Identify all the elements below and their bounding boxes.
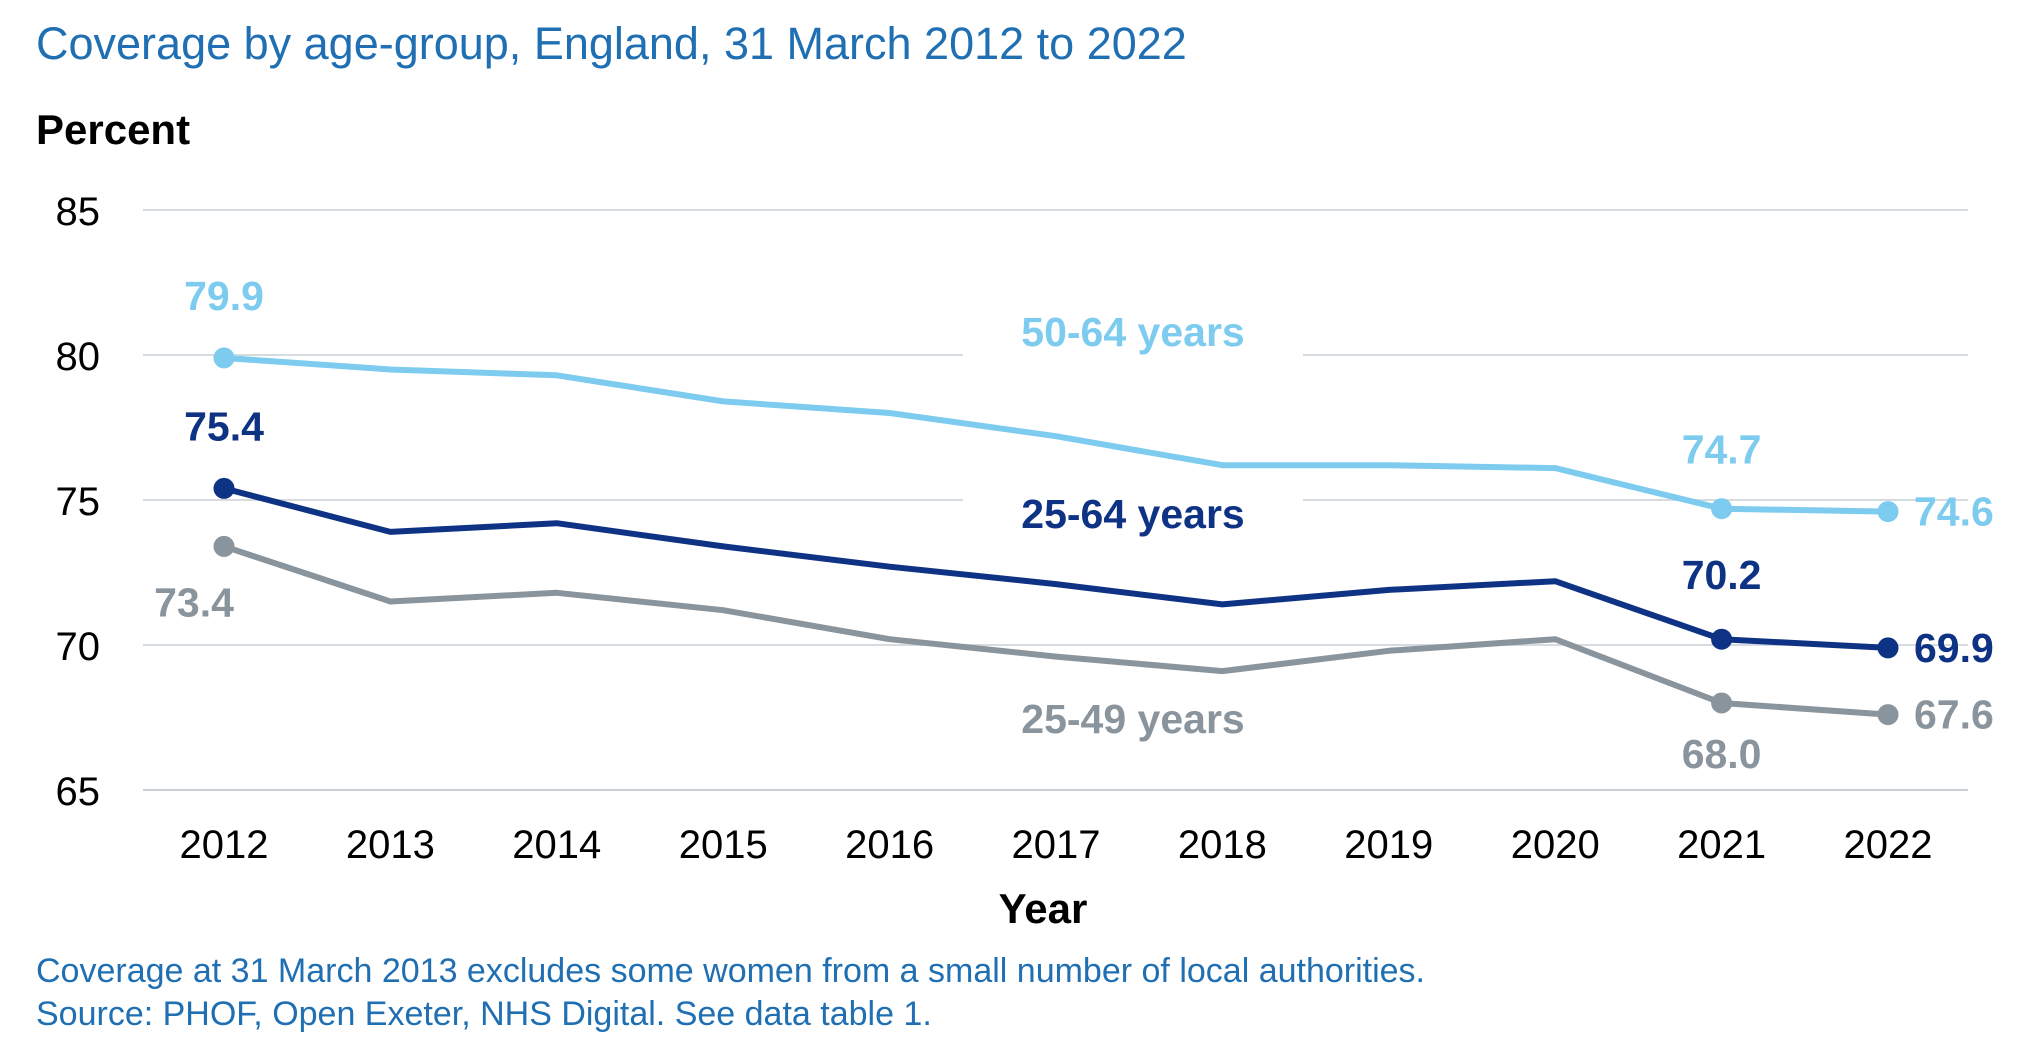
y-tick-label: 65	[56, 770, 101, 814]
series-line	[221, 485, 1891, 651]
source-note: Source: PHOF, Open Exeter, NHS Digital. …	[36, 995, 932, 1033]
x-tick-label: 2015	[679, 823, 768, 867]
data-point-marker	[213, 347, 235, 369]
y-tick-label: 80	[56, 335, 101, 379]
series-line	[221, 543, 1891, 718]
y-tick-label: 75	[56, 480, 101, 524]
series-lines	[213, 347, 1899, 726]
data-point-marker	[1711, 692, 1733, 714]
data-point-marker	[213, 477, 235, 499]
x-tick-label: 2019	[1344, 823, 1433, 867]
data-labels: 79.9 74.7 74.6 75.4 70.2 69.9 73.4 68.0 67.6 50-6…	[154, 273, 1994, 777]
x-tick-label: 2017	[1012, 823, 1101, 867]
series-line	[221, 354, 1891, 515]
x-tick-label: 2021	[1677, 823, 1766, 867]
x-tick-label: 2013	[346, 823, 435, 867]
series-name-label: 25-64 years	[1021, 491, 1244, 537]
data-point-marker	[1877, 637, 1899, 659]
x-tick-label: 2020	[1511, 823, 1600, 867]
series-label-backing	[963, 308, 1303, 358]
data-label: 74.7	[1682, 427, 1762, 473]
x-tick-label: 2012	[180, 823, 269, 867]
data-label: 75.4	[184, 403, 264, 449]
series-name-label: 25-49 years	[1021, 696, 1244, 742]
series-name-label: 50-64 years	[1021, 309, 1244, 355]
data-label: 74.6	[1914, 489, 1994, 535]
data-point-marker	[1711, 498, 1733, 520]
x-tick-label: 2022	[1844, 823, 1933, 867]
x-tick-label: 2014	[512, 823, 601, 867]
y-tick-labels: 65 70 75 80 85	[56, 190, 101, 814]
footnote: Coverage at 31 March 2013 excludes some …	[36, 952, 1426, 990]
data-point-marker	[1877, 501, 1899, 523]
y-axis-title: Percent	[36, 106, 190, 153]
data-label: 70.2	[1682, 552, 1762, 598]
data-label: 67.6	[1914, 692, 1994, 738]
x-tick-label: 2016	[845, 823, 934, 867]
y-tick-label: 85	[56, 190, 101, 234]
x-tick-labels: 2012 2013 2014 2015 2016 2017 2018 2019 2020 2021…	[180, 823, 1933, 867]
series-label-backing	[963, 490, 1303, 540]
y-tick-label: 70	[56, 625, 101, 669]
data-label: 69.9	[1914, 625, 1994, 671]
data-label: 73.4	[154, 579, 234, 625]
data-label: 79.9	[184, 273, 264, 319]
series-label-backing	[963, 695, 1303, 745]
x-axis-title: Year	[999, 885, 1088, 932]
data-point-marker	[1877, 704, 1899, 726]
data-point-marker	[213, 535, 235, 557]
data-point-marker	[1711, 628, 1733, 650]
chart-title: Coverage by age-group, England, 31 March…	[36, 18, 1187, 69]
x-tick-label: 2018	[1178, 823, 1267, 867]
data-label: 68.0	[1682, 731, 1762, 777]
